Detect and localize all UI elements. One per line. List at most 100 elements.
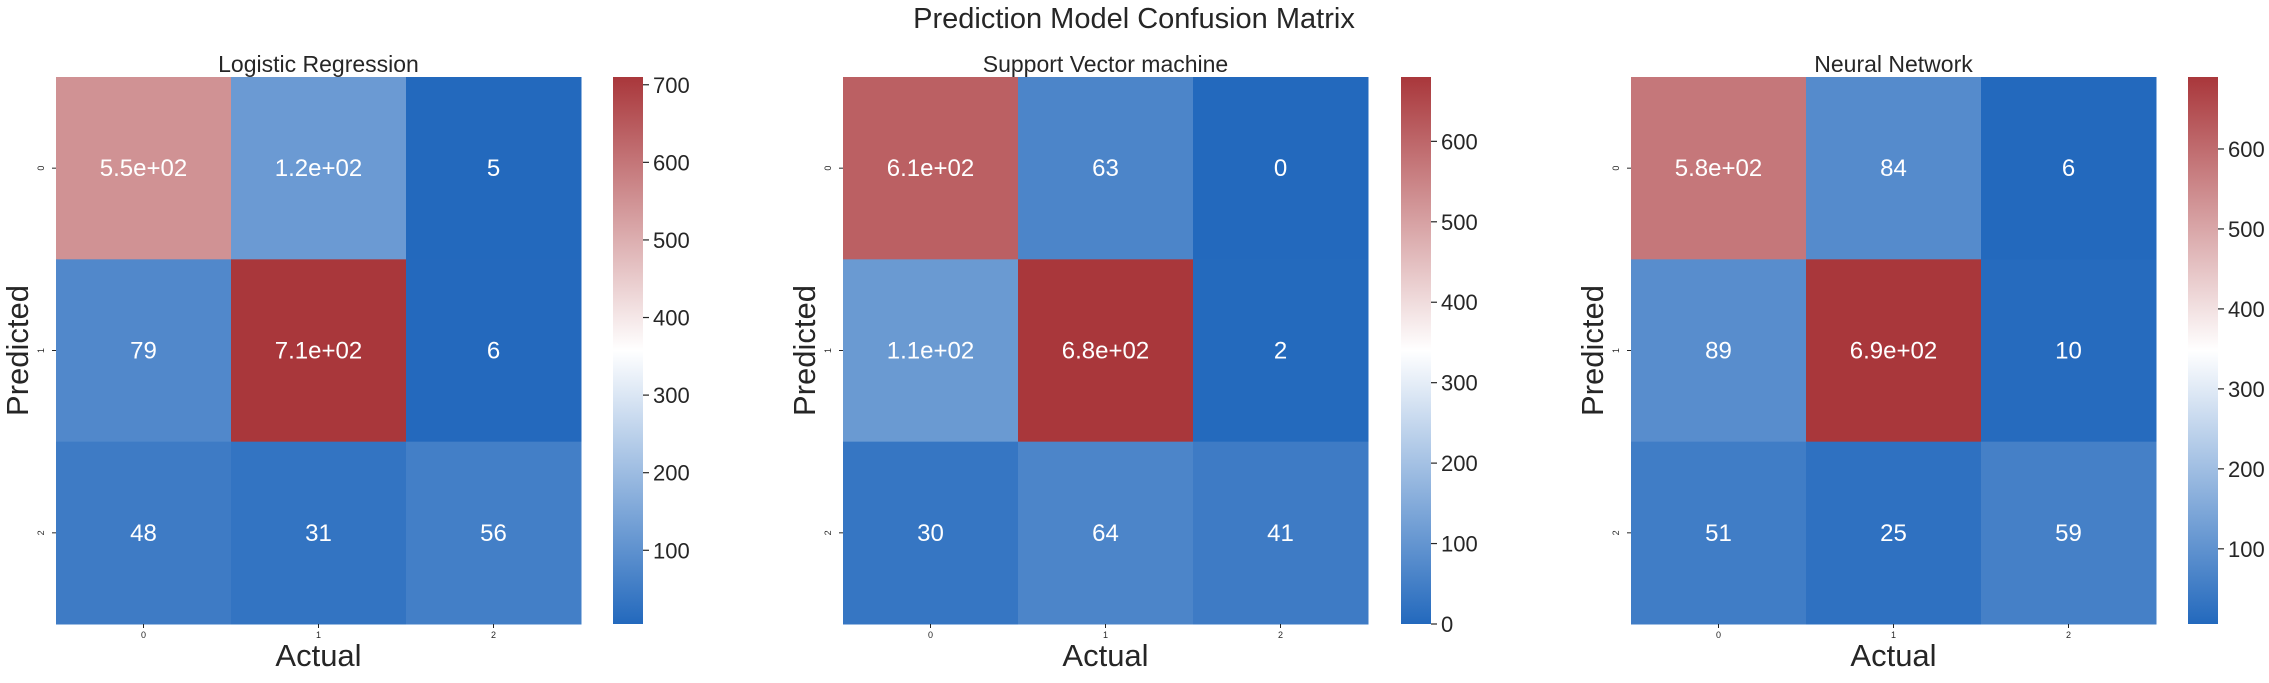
heatmap-panel-1: 6.1e+02 63 0 1.1e+02 6.8e+02 2 30 64 41 Support V… [787,51,1478,673]
cell-annotation: 6.9e+02 [1850,338,1937,365]
heatmap-cell [1806,441,1982,625]
heatmap-cell [56,259,232,443]
heatmap-cell [1193,77,1369,260]
y-tick-label: 0 [823,166,833,171]
colorbar [2188,77,2218,624]
cell-annotation: 1.2e+02 [275,155,362,182]
cell-annotation: 79 [130,338,157,365]
y-tick-label: 2 [1611,530,1621,535]
cell-annotation: 30 [917,520,944,547]
cell-annotation: 56 [480,520,507,547]
colorbar-tick-label: 0 [1441,612,1453,637]
heatmap-cell [231,77,407,260]
colorbar-tick-label: 300 [1441,371,1478,396]
cell-annotation: 5 [487,155,500,182]
y-tick-label: 1 [823,348,833,353]
colorbar-tick-label: 100 [1441,532,1478,557]
cell-annotation: 51 [1705,520,1732,547]
x-tick-label: 2 [2066,630,2071,640]
colorbar-tick-label: 500 [653,228,690,253]
heatmap-cell [1193,259,1369,443]
colorbar-tick-label: 600 [653,150,690,175]
cell-annotation: 2 [1274,338,1287,365]
y-tick-label: 2 [823,530,833,535]
heatmap-cell [843,259,1019,443]
y-axis-label: Predicted [1575,285,1610,416]
figure-title: Prediction Model Confusion Matrix [913,3,1355,35]
x-axis-label: Actual [1062,638,1148,673]
x-axis-label: Actual [1850,638,1936,673]
heatmap-cell [406,77,582,260]
y-tick-label: 2 [36,530,46,535]
heatmap-cell [231,441,407,625]
heatmap-cell [1981,77,2157,260]
colorbar-tick-label: 200 [653,461,690,486]
colorbar [1401,77,1431,624]
heatmap-cell [231,259,407,443]
heatmap-cell [843,77,1019,260]
x-tick-label: 1 [316,630,321,640]
x-tick-label: 0 [141,630,146,640]
heatmap-cell [1631,77,1807,260]
cell-annotation: 10 [2055,338,2082,365]
heatmap-cell [56,441,232,625]
heatmap-cell [406,259,582,443]
cell-annotation: 41 [1267,520,1294,547]
cell-annotation: 6 [2062,155,2075,182]
heatmap-cell [1981,259,2157,443]
colorbar-tick-label: 500 [1441,210,1478,235]
cell-annotation: 6 [487,338,500,365]
colorbar-tick-label: 300 [2228,377,2265,402]
heatmap-cell [1018,77,1194,260]
heatmap-cell [1018,441,1194,625]
colorbar-tick-label: 400 [2228,297,2265,322]
heatmap-cell [1981,441,2157,625]
colorbar-tick-label: 100 [2228,537,2265,562]
subplot-title: Support Vector machine [983,51,1228,77]
x-tick-label: 0 [1716,630,1721,640]
cell-annotation: 7.1e+02 [275,338,362,365]
heatmap-cell [1806,259,1982,443]
colorbar-tick-label: 300 [653,383,690,408]
cell-annotation: 31 [305,520,332,547]
colorbar-tick-label: 200 [1441,451,1478,476]
heatmap-panel-0: 5.5e+02 1.2e+02 5 79 7.1e+02 6 48 31 56 Logistic … [0,51,690,673]
colorbar-tick-label: 500 [2228,217,2265,242]
colorbar [613,77,643,624]
subplot-title: Logistic Regression [218,51,419,77]
y-tick-label: 0 [1611,166,1621,171]
cell-annotation: 48 [130,520,157,547]
x-tick-label: 0 [928,630,933,640]
cell-annotation: 59 [2055,520,2082,547]
cell-annotation: 84 [1880,155,1907,182]
x-axis-label: Actual [275,638,361,673]
colorbar-tick-label: 600 [1441,129,1478,154]
cell-annotation: 6.8e+02 [1062,338,1149,365]
x-tick-label: 2 [491,630,496,640]
y-axis-label: Predicted [787,285,822,416]
y-axis-label: Predicted [0,285,35,416]
colorbar-tick-label: 700 [653,73,690,98]
heatmap-cell [1018,259,1194,443]
cell-annotation: 0 [1274,155,1287,182]
cell-annotation: 25 [1880,520,1907,547]
y-tick-label: 0 [36,166,46,171]
cell-annotation: 6.1e+02 [887,155,974,182]
x-tick-label: 1 [1891,630,1896,640]
heatmap-cell [843,441,1019,625]
heatmap-cell [1631,441,1807,625]
x-tick-label: 2 [1278,630,1283,640]
heatmap-cell [1193,441,1369,625]
cell-annotation: 63 [1092,155,1119,182]
colorbar-tick-label: 400 [653,306,690,331]
y-tick-label: 1 [1611,348,1621,353]
subplot-title: Neural Network [1814,51,1973,77]
cell-annotation: 64 [1092,520,1119,547]
colorbar-tick-label: 600 [2228,137,2265,162]
colorbar-tick-label: 200 [2228,457,2265,482]
cell-annotation: 5.5e+02 [100,155,187,182]
heatmap-cell [406,441,582,625]
